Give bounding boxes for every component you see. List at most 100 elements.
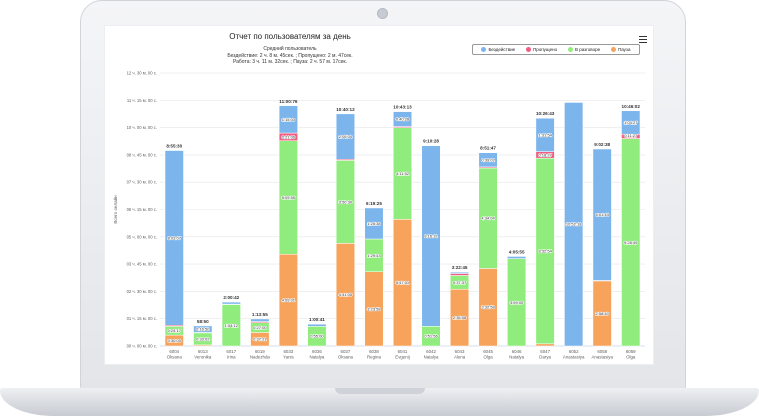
segment-label: 6:01:44 (596, 212, 610, 217)
bar-segment (335, 113, 355, 160)
segment-label: 0:51:56 (424, 334, 438, 339)
x-tick-label: Olga (483, 355, 493, 360)
subtitle-line: Бездействие: 2 ч. 8 м. 45сек. ; Пропущен… (227, 52, 353, 59)
chart-legend: Бездействие Пропущено В разговоре Пауза (472, 44, 640, 55)
chart-subtitle: Средний пользователь Бездействие: 2 ч. 8… (175, 46, 405, 66)
legend-dot (481, 47, 487, 52)
segment-label: 2:35:08 (453, 315, 467, 320)
segment-label: 0:21:06 (282, 134, 296, 139)
y-tick-label: 02 ч. 30 м. 00 с. (127, 289, 157, 294)
bar-segment (621, 110, 641, 135)
segment-label: 3:50:30 (339, 199, 353, 204)
bar-total-label: 3:22:45 (452, 265, 468, 270)
legend-label: Пропущено (533, 47, 558, 52)
bar-total-label: 11:00:76 (279, 99, 298, 104)
segment-label: 0:33:02 (196, 336, 210, 341)
bar-total-label: 1:13:55 (252, 312, 268, 317)
chart-title: Отчет по пользователям за день (229, 32, 351, 41)
legend-dot (526, 47, 531, 52)
x-tick-label: Yanis (283, 355, 294, 360)
x-tick-label: Irina (227, 355, 236, 360)
menu-icon[interactable] (639, 36, 647, 43)
segment-label: 8:32:54 (538, 248, 552, 253)
bar-total-label: 10:43:13 (393, 105, 412, 110)
x-tick-label: Darya (539, 355, 551, 360)
segment-label: 0:39:02 (481, 157, 495, 162)
segment-label: 0:24:17 (168, 328, 182, 333)
y-tick-label: 01 ч. 15 м. 00 с. (127, 316, 157, 321)
segment-label: 9:28:49 (624, 240, 638, 245)
x-tick-label: 6045 (483, 349, 493, 354)
segment-label: 0:55:00 (310, 334, 324, 339)
segment-label: 0:27:00 (253, 325, 267, 330)
segment-label: 0:11:27 (624, 133, 638, 138)
bar-segment (278, 105, 298, 134)
segment-label: 8:03:07 (168, 235, 182, 240)
subtitle-line: Работа: 3 ч. 11 м. 32сек. ; Пауза: 2 ч. … (232, 59, 348, 65)
x-tick-label: Natalya (424, 355, 439, 360)
x-tick-label: 6004 (169, 349, 179, 354)
x-tick-label: 6013 (198, 349, 208, 354)
bar-segment (535, 117, 555, 152)
x-tick-label: Anastasiya (563, 355, 585, 360)
bar-total-label: 8:51:47 (480, 146, 496, 151)
segment-label: 4:34:04 (481, 216, 495, 221)
bar-segment (307, 323, 327, 327)
segment-label: 1:54:12 (225, 323, 239, 328)
x-tick-label: 6046 (512, 349, 522, 354)
legend-dot (567, 47, 573, 52)
bar-segment (250, 318, 270, 322)
y-tick-label: 00 ч. 00 м. 00 с. (127, 344, 157, 349)
legend-dot (611, 47, 616, 52)
segment-label: 4:11:52 (396, 171, 410, 176)
x-tick-label: Regina (367, 355, 381, 360)
x-tick-label: 6037 (341, 349, 351, 354)
legend-item-pause[interactable]: Пауза (611, 47, 631, 52)
legend-item-missed[interactable]: Пропущено (526, 47, 557, 52)
segment-label: 5:47:01 (396, 280, 410, 285)
segment-label: 1:31:54 (538, 132, 552, 137)
legend-label: В разговоре (574, 47, 601, 52)
segment-label: 0:30:00 (168, 338, 182, 343)
y-tick-label: 11 ч. 15 м. 00 с. (127, 98, 157, 103)
x-tick-label: Oksana (338, 355, 354, 360)
x-tick-label: Veronika (194, 355, 212, 360)
bar-segment (450, 273, 470, 276)
segment-label: 0:40:28 (396, 117, 410, 122)
bar-segment (592, 148, 612, 281)
legend-item-idle[interactable]: Бездействие (481, 47, 515, 52)
bar-total-label: 9:02:38 (594, 142, 610, 147)
bar-segment (364, 207, 384, 240)
segment-label: 4:09:01 (282, 298, 296, 303)
bar-total-label: 4:05:55 (509, 249, 525, 254)
bar-segment (193, 325, 213, 333)
x-tick-label: 6047 (540, 349, 550, 354)
x-tick-label: Olga (626, 355, 636, 360)
subtitle-line: Средний пользователь (263, 46, 317, 52)
segment-label: 1:04:27 (624, 120, 638, 125)
legend-item-talking[interactable]: В разговоре (567, 47, 601, 52)
bar-total-label: 10:26:43 (536, 111, 555, 116)
y-axis-title: Всего онлайн (112, 195, 118, 224)
x-tick-label: 6036 (312, 349, 322, 354)
bar-segment (564, 102, 584, 347)
segment-label: 0:18:27 (538, 152, 552, 157)
bar-total-label: 10:40:12 (336, 107, 355, 112)
legend-label: Бездействие (488, 47, 516, 52)
segment-label: 0:37:21 (253, 337, 267, 342)
x-tick-label: 6042 (426, 349, 436, 354)
segment-label: 4:41:05 (339, 292, 353, 297)
y-tick-label: 05 ч. 00 м. 00 с. (127, 234, 157, 239)
y-tick-label: 12 ч. 30 м. 00 с. (127, 71, 157, 76)
x-tick-label: 6043 (455, 349, 465, 354)
x-tick-label: 6038 (369, 349, 379, 354)
bar-total-label: 2:00:42 (223, 295, 239, 300)
segment-label: 1:25:38 (367, 221, 381, 226)
x-tick-label: Natalya (309, 355, 324, 360)
segment-label: 3:23:58 (367, 306, 381, 311)
bar-total-label: 8:55:30 (166, 144, 182, 149)
segment-label: 3:32:58 (481, 305, 495, 310)
bar-segment (535, 343, 555, 347)
bar-total-label: 10:46:02 (622, 104, 641, 109)
segment-label: 2:05:04 (339, 134, 353, 139)
